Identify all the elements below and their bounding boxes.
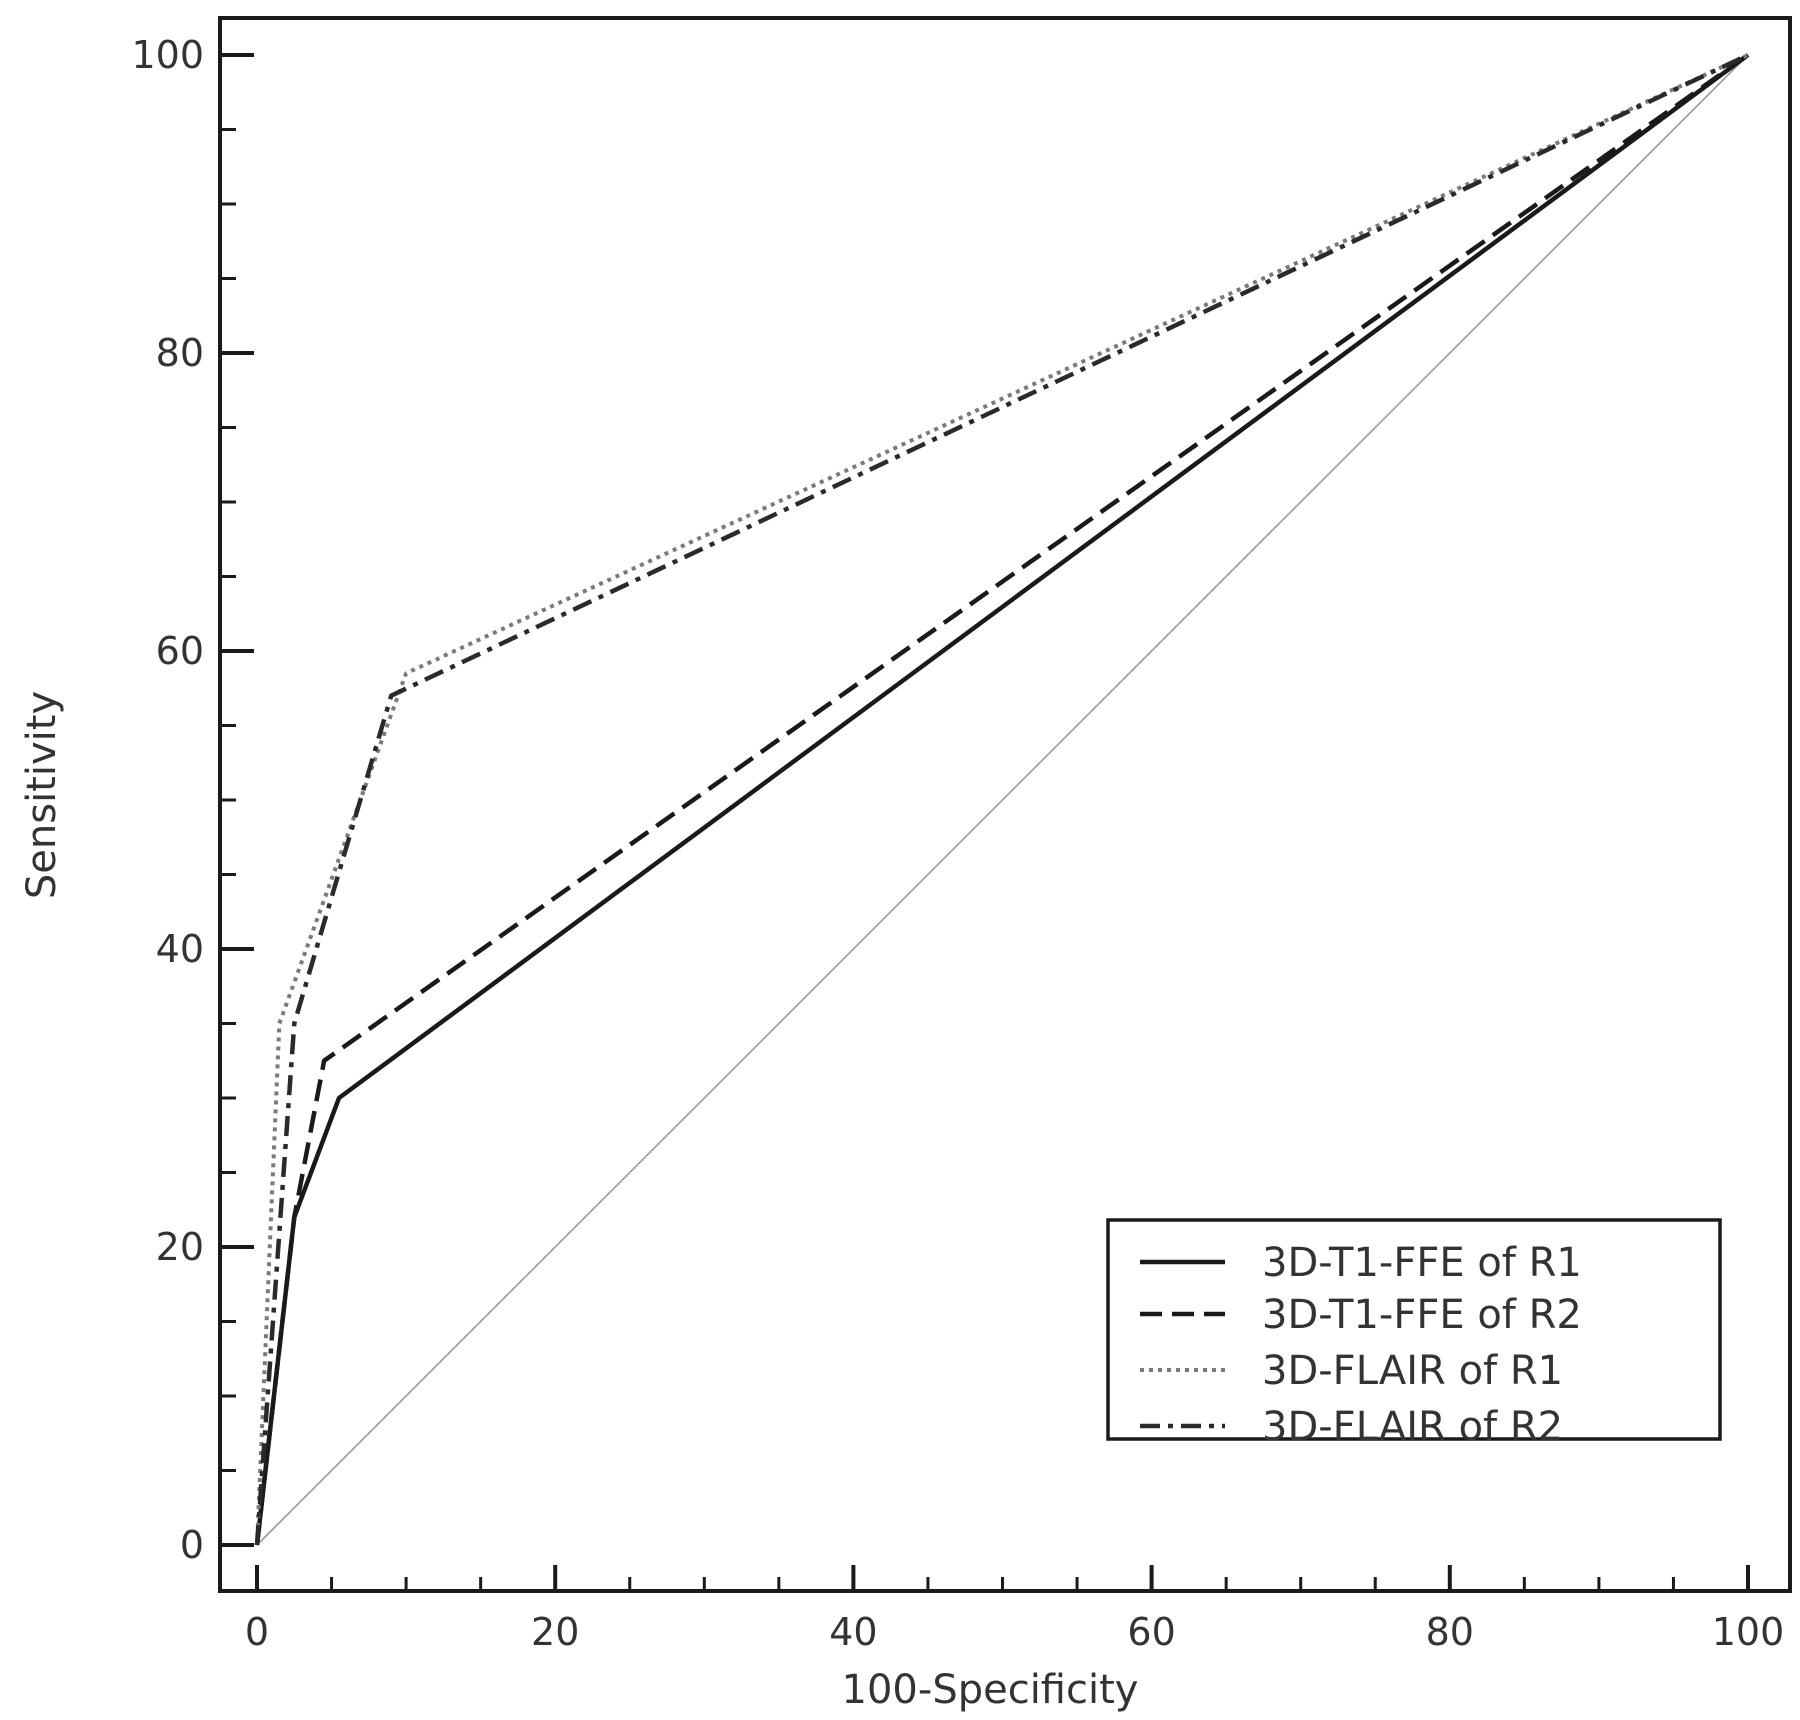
x-tick-label: 80 (1426, 1610, 1474, 1654)
y-axis-ticks: 0 20 40 60 80 100 (131, 33, 254, 1567)
series-layer (254, 52, 1750, 1546)
x-tick-label: 60 (1127, 1610, 1175, 1654)
legend-label-4: 3D-FLAIR of R2 (1262, 1404, 1563, 1450)
x-tick-label: 20 (531, 1610, 579, 1654)
y-tick-label: 60 (156, 629, 204, 673)
x-axis-title: 100-Specificity (842, 1667, 1139, 1713)
y-axis-title: Sensitivity (19, 691, 65, 899)
legend-box (1106, 1218, 1722, 1441)
x-axis-ticks: 0 20 40 60 80 100 (245, 1565, 1784, 1654)
reference-line-layer (256, 54, 1749, 1546)
plot-frame (218, 16, 1792, 1593)
reference-diagonal-line (256, 54, 1749, 1546)
y-tick-label: 100 (131, 33, 204, 77)
y-tick-label: 40 (156, 927, 204, 971)
legend-label-3: 3D-FLAIR of R1 (1262, 1348, 1563, 1394)
legend: 3D-T1-FFE of R1 3D-T1-FFE of R2 3D-FLAIR o… (1106, 1218, 1722, 1450)
x-tick-label: 40 (829, 1610, 877, 1654)
legend-label-1: 3D-T1-FFE of R1 (1262, 1240, 1582, 1286)
series-line-4 (254, 52, 1749, 1546)
x-tick-label: 0 (245, 1610, 269, 1654)
y-tick-label: 80 (156, 331, 204, 375)
y-tick-label: 0 (180, 1523, 204, 1567)
y-tick-label: 20 (156, 1225, 204, 1269)
legend-label-2: 3D-T1-FFE of R2 (1262, 1292, 1582, 1338)
x-tick-label: 100 (1712, 1610, 1785, 1654)
series-line-2 (254, 53, 1750, 1546)
